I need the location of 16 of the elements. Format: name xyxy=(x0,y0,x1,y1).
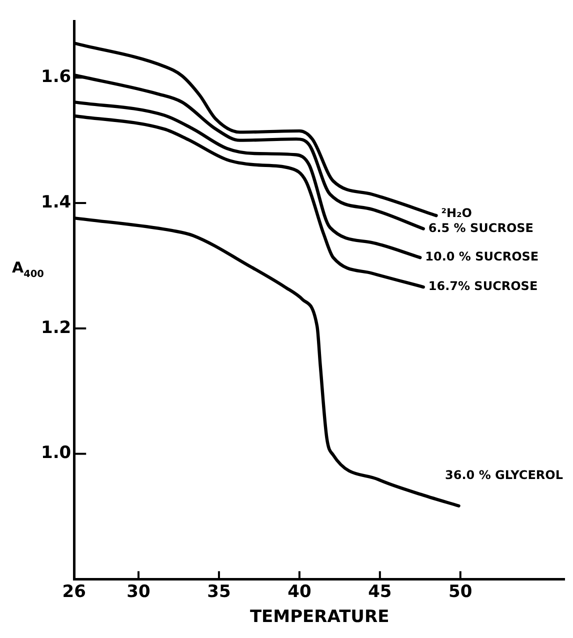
x-tick-label: 45 xyxy=(368,582,392,602)
series-label: 6.5 % SUCROSE xyxy=(428,220,534,235)
series-label: 36.0 % GLYCEROL xyxy=(445,468,564,482)
x-tick-label: 26 xyxy=(62,582,86,602)
x-tick-label: 35 xyxy=(207,582,231,602)
y-tick-label: 1.0 xyxy=(40,443,72,464)
series-label: ²H₂O xyxy=(441,206,472,220)
x-tick-label: 40 xyxy=(288,582,312,602)
x-axis-title: TEMPERATURE xyxy=(250,607,390,628)
y-tick-label: 1.4 xyxy=(40,192,72,212)
x-tick-label: 50 xyxy=(448,582,472,602)
y-tick-label: 1.6 xyxy=(40,67,72,88)
x-tick-label: 30 xyxy=(126,582,150,602)
y-tick-label: 1.2 xyxy=(40,318,72,338)
series-label: 10.0 % SUCROSE xyxy=(425,250,539,264)
series-label: 16.7% SUCROSE xyxy=(428,279,538,294)
